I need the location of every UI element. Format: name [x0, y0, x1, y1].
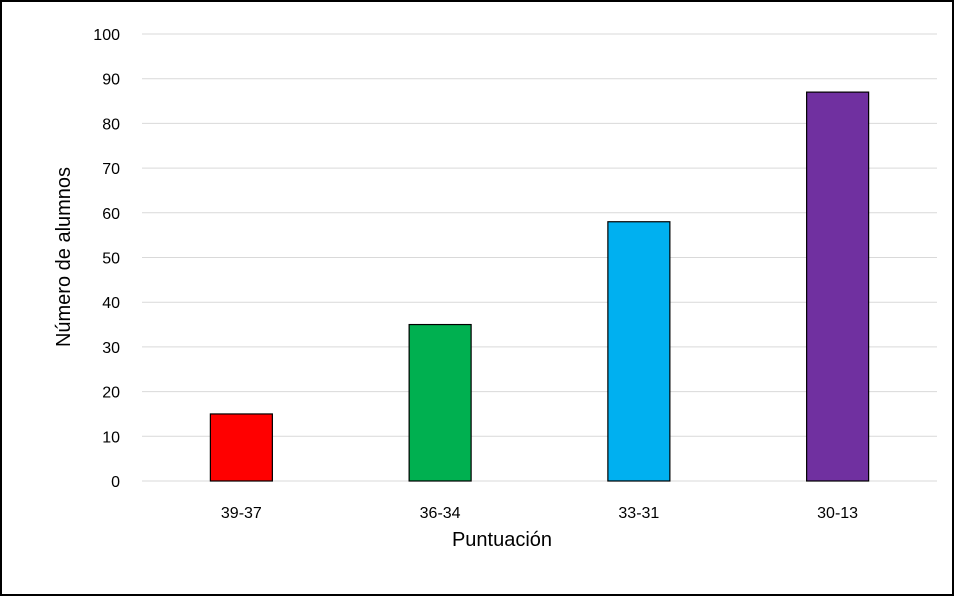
x-tick-labels: 39-37 36-34 33-31 30-13	[221, 505, 858, 522]
bars	[209, 91, 870, 482]
x-tick-label: 39-37	[221, 505, 262, 522]
bar-33-31	[607, 221, 671, 482]
y-tick-label: 0	[111, 474, 120, 491]
bar-39-37	[209, 413, 273, 482]
y-tick-label: 50	[102, 251, 120, 268]
y-axis-title: Número de alumnos	[53, 167, 75, 347]
y-tick-label: 100	[93, 27, 120, 44]
bar-30-13	[806, 91, 870, 482]
x-tick-label: 33-31	[618, 505, 659, 522]
y-tick-label: 20	[102, 385, 120, 402]
y-tick-label: 30	[102, 340, 120, 357]
y-tick-label: 40	[102, 295, 120, 312]
y-tick-label: 80	[102, 116, 120, 133]
y-tick-label: 10	[102, 429, 120, 446]
y-tick-label: 90	[102, 72, 120, 89]
bar-36-34	[408, 323, 472, 482]
x-tick-label: 36-34	[420, 505, 461, 522]
y-tick-labels: 0 10 20 30 40 50 60 70 80 90 100	[93, 27, 120, 491]
gridlines	[142, 33, 937, 482]
x-tick-label: 30-13	[817, 505, 858, 522]
y-tick-label: 60	[102, 206, 120, 223]
y-tick-label: 70	[102, 161, 120, 178]
x-axis-title: Puntuación	[452, 529, 552, 551]
